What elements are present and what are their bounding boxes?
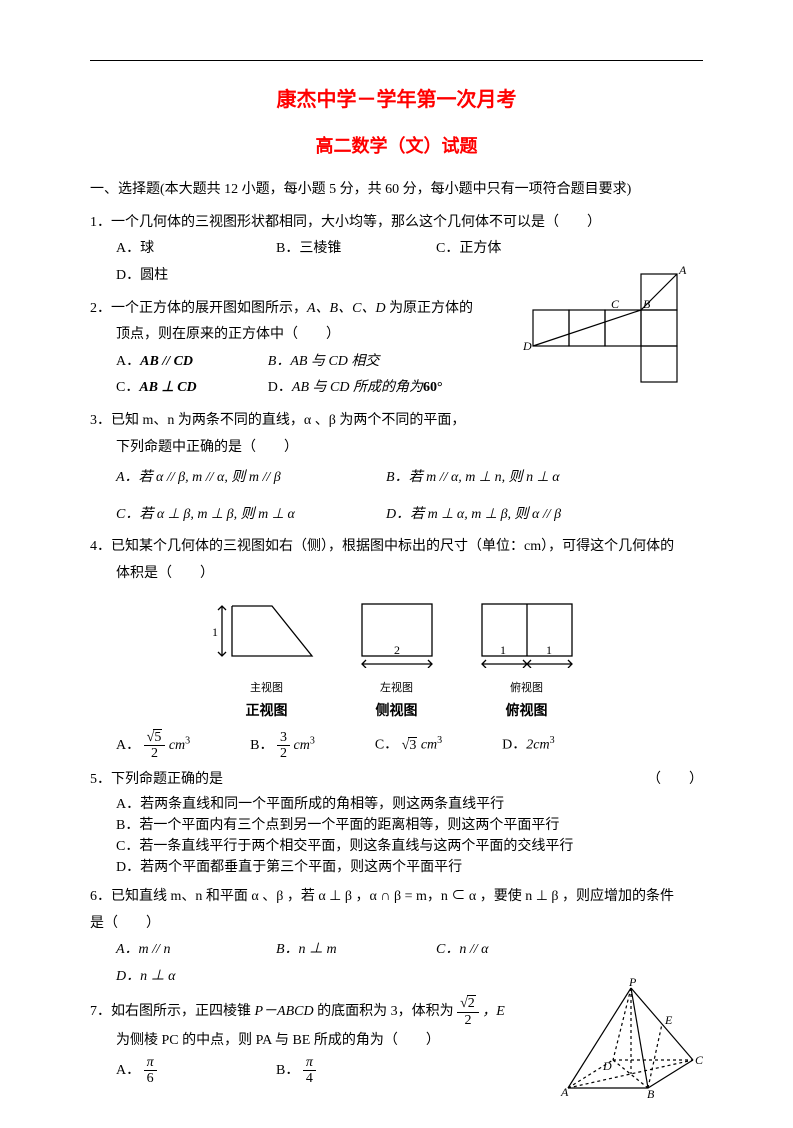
q2-label-a: A [678, 263, 687, 277]
q3-option-d: D．若 m ⊥ α, m ⊥ β, 则 α // β [386, 502, 656, 529]
q5-option-d: D．若两个平面都垂直于第三个平面，则这两个平面平行 [90, 857, 703, 878]
q2-label-c: C [611, 297, 620, 311]
q7-stem-line2: 为侧棱 PC 的中点，则 PA 与 BE 所成的角为（ ） [90, 1028, 546, 1055]
q2-label-d: D [523, 339, 532, 353]
q6-stem-2: 是（ ） [90, 911, 703, 938]
svg-text:P: P [628, 978, 637, 989]
q7-stem-line1: 7．如右图所示，正四棱锥 P－ABCD 的底面积为 3，体积为 22 ，E [90, 996, 530, 1028]
q4-options: A． 52 cm3 B． 32 cm3 C． 3 cm3 D．2cm3 [90, 730, 703, 762]
q4-option-d: D．2cm3 [502, 731, 554, 759]
q5-stem-row: 5．下列命题正确的是 （ ） [90, 767, 703, 794]
q7-figure: P A B C D E [553, 978, 703, 1098]
q1-option-b: B．三棱锥 [276, 236, 396, 263]
q3-stem-line1: 3．已知 m、n 为两条不同的直线，α 、β 为两个不同的平面， [90, 408, 703, 435]
q4-stem: 4．已知某个几何体的三视图如右（侧），根据图中标出的尺寸（单位：cm），可得这个… [90, 534, 703, 561]
q4-side-view: 2 左视图 侧视图 [352, 596, 442, 726]
svg-text:C: C [695, 1053, 703, 1067]
q2-label-b: B [643, 297, 651, 311]
q7-option-b: B． π4 [276, 1055, 396, 1087]
q5-option-c: C．若一条直线平行于两个相交平面，则这条直线与这两个平面的交线平行 [90, 836, 703, 857]
q4-top-view: 1 1 俯视图 俯视图 [472, 596, 582, 726]
svg-text:B: B [647, 1087, 655, 1098]
svg-text:A: A [560, 1085, 569, 1098]
q4-stem-2: 体积是（ ） [90, 561, 703, 588]
question-3: 3．已知 m、n 为两条不同的直线，α 、β 为两个不同的平面， 下列命题中正确… [90, 408, 703, 528]
q2-stem-pre: 2．一个正方体的展开图如图所示， [90, 301, 307, 316]
q1-stem: 1．一个几何体的三视图形状都相同，大小均等，那么这个几何体不可以是（ ） [90, 210, 703, 237]
q3-option-b: B．若 m // α, m ⊥ n, 则 n ⊥ α [386, 465, 656, 492]
q2-option-a: A．AB // CD [116, 349, 268, 376]
q6-option-b: B．n ⊥ m [276, 937, 396, 964]
page-title: 康杰中学－学年第一次月考 [90, 81, 703, 119]
q4-option-b: B． 32 cm3 [250, 730, 315, 762]
q1-option-a: A．球 [116, 236, 236, 263]
q5-option-b: B．若一个平面内有三个点到另一个平面的距离相等，则这两个平面平行 [90, 815, 703, 836]
q2-option-c: C．AB ⊥ CD [116, 375, 268, 402]
q2-net-svg: A B C D [523, 262, 703, 392]
q4-option-c: C． 3 cm3 [375, 731, 442, 759]
q3-option-a: A．若 α // β, m // α, 则 m // β [116, 465, 386, 492]
question-6: 6．已知直线 m、n 和平面 α 、β ，若 α ⊥ β ，α ∩ β = m，… [90, 884, 703, 990]
q3-option-c: C．若 α ⊥ β, m ⊥ β, 则 m ⊥ α [116, 502, 386, 529]
svg-text:1: 1 [546, 643, 552, 657]
q7-option-a: A． π6 [116, 1055, 236, 1087]
q2-figure: A B C D [523, 262, 703, 392]
q2-stem-vars: A、B、C、D [307, 301, 386, 316]
page-subtitle: 高二数学（文）试题 [90, 129, 703, 163]
svg-text:E: E [664, 1013, 673, 1027]
q2-stem-post: 为原正方体的 [386, 301, 474, 316]
q4-figure-row: 1 主视图 正视图 2 左视图 侧视图 [90, 596, 703, 726]
section-heading: 一、选择题(本大题共 12 小题，每小题 5 分，共 60 分，每小题中只有一项… [90, 177, 703, 204]
q4-option-a: A． 52 cm3 [116, 730, 190, 762]
q6-stem: 6．已知直线 m、n 和平面 α 、β ，若 α ⊥ β ，α ∩ β = m，… [90, 884, 703, 911]
q1-option-d: D．圆柱 [116, 263, 236, 290]
q3-stem-line2: 下列命题中正确的是（ ） [90, 435, 703, 462]
q6-option-c: C．n // α [436, 937, 556, 964]
q5-option-a: A．若两条直线和同一个平面所成的角相等，则这两条直线平行 [90, 794, 703, 815]
q2-option-d: D．AB 与 CD 所成的角为60° [268, 375, 420, 402]
svg-text:2: 2 [394, 643, 400, 657]
question-4: 4．已知某个几何体的三视图如右（侧），根据图中标出的尺寸（单位：cm），可得这个… [90, 534, 703, 761]
q1-option-c: C．正方体 [436, 236, 556, 263]
q5-paren: （ ） [647, 767, 703, 794]
svg-text:1: 1 [212, 625, 218, 639]
q4-front-view: 1 主视图 正视图 [212, 596, 322, 726]
exam-page: 康杰中学－学年第一次月考 高二数学（文）试题 一、选择题(本大题共 12 小题，… [0, 0, 793, 1128]
q6-option-d: D．n ⊥ α [116, 964, 236, 991]
svg-text:1: 1 [500, 643, 506, 657]
svg-text:D: D [602, 1059, 612, 1073]
q6-option-a: A．m // n [116, 937, 236, 964]
page-top-rule [90, 60, 703, 61]
q5-stem: 5．下列命题正确的是 [90, 772, 223, 787]
question-5: 5．下列命题正确的是 （ ） A．若两条直线和同一个平面所成的角相等，则这两条直… [90, 767, 703, 878]
q2-option-b: B．AB 与 CD 相交 [268, 349, 420, 376]
